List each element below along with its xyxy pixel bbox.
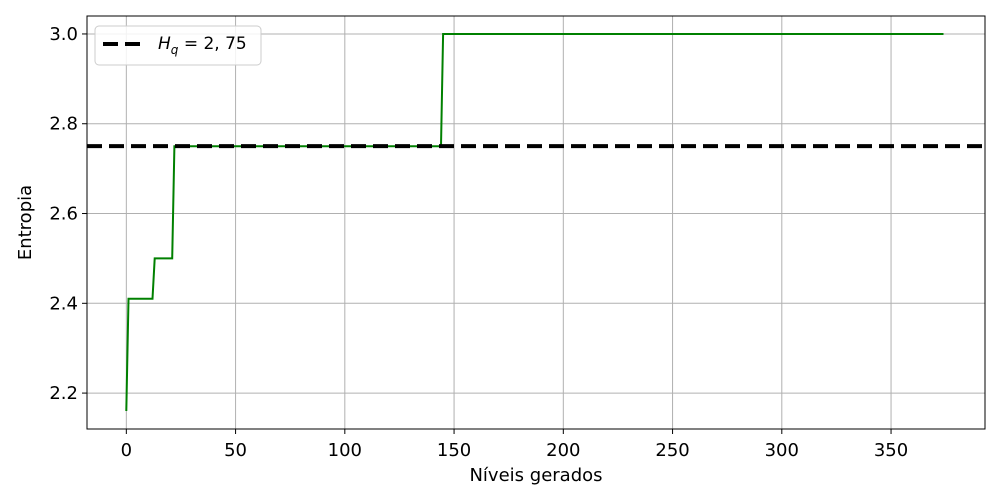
x-tick-label: 100 <box>328 440 362 461</box>
x-axis-label: Níveis gerados <box>469 465 602 486</box>
plot-frame <box>86 15 986 430</box>
grid <box>87 16 985 429</box>
x-tick-label: 200 <box>546 440 580 461</box>
ticks: 0 50 100 150 200 250 300 350 2.2 2.4 2.6 2.8 3.0 <box>49 24 908 461</box>
y-tick-label: 2.6 <box>49 204 78 225</box>
y-tick-label: 2.2 <box>49 383 78 404</box>
legend: Hq = 2, 75 <box>94 25 262 66</box>
y-tick-label: 2.4 <box>49 293 78 314</box>
entropy-series-line <box>125 33 944 412</box>
x-tick-label: 350 <box>874 440 908 461</box>
y-tick-label: 2.8 <box>49 114 78 135</box>
legend-label-hq: Hq = 2, 75 <box>158 34 247 57</box>
x-tick-label: 250 <box>655 440 689 461</box>
series-layer <box>87 33 985 412</box>
x-tick-label: 50 <box>224 440 247 461</box>
y-axis-label: Entropia <box>15 185 36 260</box>
x-tick-label: 0 <box>121 440 132 461</box>
x-tick-label: 150 <box>437 440 471 461</box>
x-tick-label: 300 <box>765 440 799 461</box>
legend-box <box>94 25 262 66</box>
y-tick-label: 3.0 <box>49 24 78 45</box>
